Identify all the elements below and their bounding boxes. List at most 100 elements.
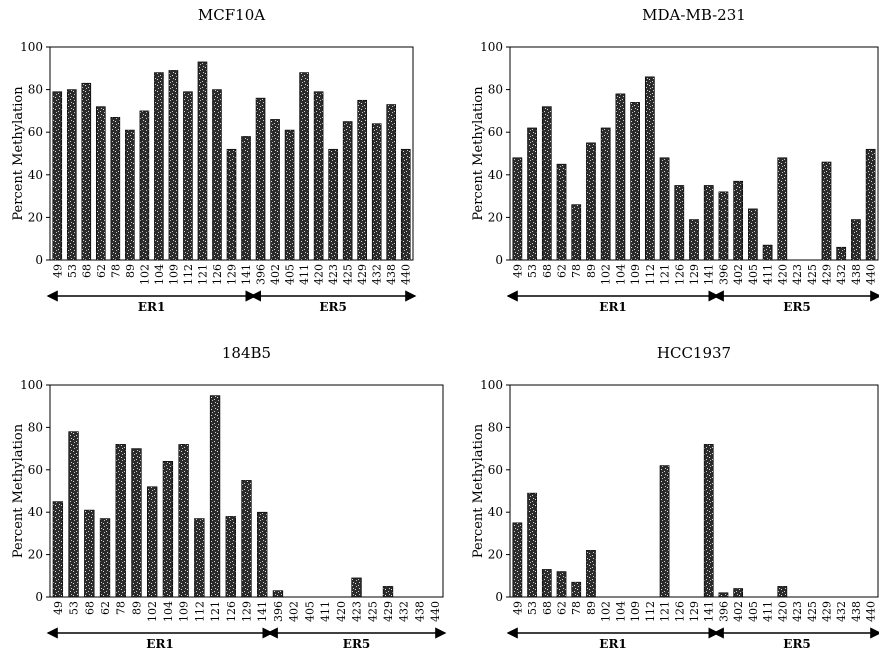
x-category-label: 411 (762, 601, 775, 622)
group-label: ER1 (599, 300, 626, 314)
x-category-label: 425 (342, 264, 355, 285)
x-category-label: 49 (51, 264, 64, 278)
x-category-label: 420 (335, 601, 348, 622)
x-category-label: 104 (614, 264, 627, 285)
group-label: ER5 (343, 637, 370, 650)
x-category-label: 141 (256, 601, 269, 622)
x-category-label: 62 (556, 264, 569, 278)
y-tick-label: 40 (28, 168, 43, 182)
x-category-label: 62 (99, 601, 112, 615)
x-category-label: 89 (585, 264, 598, 278)
bar (299, 72, 309, 261)
bar (226, 148, 237, 261)
y-tick-label: 100 (20, 40, 43, 54)
y-tick-label: 100 (480, 378, 503, 392)
y-tick-label: 80 (488, 420, 503, 434)
x-category-label: 411 (319, 601, 332, 622)
bar (556, 571, 567, 598)
x-category-label: 102 (600, 601, 613, 622)
bar (644, 76, 655, 261)
bar (659, 157, 670, 261)
x-category-label: 68 (80, 264, 93, 278)
y-tick-label: 0 (495, 590, 503, 604)
x-category-label: 121 (196, 264, 209, 285)
x-category-label: 423 (791, 264, 804, 285)
bar (197, 61, 208, 261)
bar (718, 191, 729, 261)
y-tick-label: 60 (488, 463, 503, 477)
x-category-label: 126 (673, 264, 686, 285)
x-category-label: 112 (644, 601, 657, 622)
bar (659, 465, 670, 598)
y-tick-label: 0 (35, 590, 43, 604)
x-category-label: 429 (820, 601, 833, 622)
bar (209, 395, 221, 598)
bar (342, 121, 353, 261)
x-category-label: 425 (806, 264, 819, 285)
bar (257, 511, 268, 598)
x-category-label: 420 (313, 264, 326, 285)
x-category-label: 141 (703, 601, 716, 622)
bar (52, 501, 64, 598)
bar (718, 592, 729, 598)
bar (777, 586, 788, 598)
x-category-label: 440 (400, 264, 413, 285)
bar (272, 590, 284, 598)
bar (147, 486, 158, 598)
x-category-label: 126 (211, 264, 224, 285)
bar (586, 550, 596, 598)
bar (703, 444, 714, 598)
x-category-label: 68 (541, 601, 554, 615)
chart-panel: 184B5 Percent Methylation 0 20 40 60 80 100 49 53… (11, 344, 447, 650)
x-category-label: 126 (673, 601, 686, 622)
chart-title: HCC1937 (657, 344, 731, 362)
x-category-label: 440 (865, 264, 878, 285)
x-category-label: 429 (382, 601, 395, 622)
x-category-label: 89 (585, 601, 598, 615)
bar (586, 142, 596, 261)
x-category-label: 432 (398, 601, 411, 622)
x-category-label: 438 (385, 264, 398, 285)
x-category-label: 423 (351, 601, 364, 622)
bar (255, 97, 266, 261)
x-category-label: 89 (124, 264, 137, 278)
x-category-label: 425 (366, 601, 379, 622)
x-category-label: 396 (717, 601, 730, 622)
group-label: ER1 (599, 637, 626, 650)
x-category-label: 129 (688, 601, 701, 622)
x-category-label: 423 (791, 601, 804, 622)
y-axis-label: Percent Methylation (11, 86, 26, 221)
y-tick-label: 0 (495, 253, 503, 267)
x-category-label: 126 (225, 601, 238, 622)
x-category-label: 405 (747, 601, 760, 622)
bar (865, 148, 876, 261)
chart-title: 184B5 (222, 344, 271, 362)
x-category-label: 112 (182, 264, 195, 285)
x-category-label: 129 (226, 264, 239, 285)
bar (541, 569, 552, 598)
y-tick-label: 20 (488, 548, 503, 562)
x-category-label: 112 (644, 264, 657, 285)
bar (110, 116, 121, 261)
x-category-label: 405 (284, 264, 297, 285)
x-category-label: 121 (659, 601, 672, 622)
x-category-label: 402 (732, 601, 745, 622)
x-category-label: 425 (806, 601, 819, 622)
x-category-label: 121 (209, 601, 222, 622)
bar (154, 72, 164, 261)
bar (225, 516, 236, 598)
x-category-label: 129 (688, 264, 701, 285)
x-category-label: 53 (526, 601, 539, 615)
x-category-label: 102 (600, 264, 613, 285)
x-category-label: 432 (835, 601, 848, 622)
bar (183, 91, 193, 261)
x-category-label: 141 (240, 264, 253, 285)
y-tick-label: 60 (28, 125, 43, 139)
x-category-label: 141 (703, 264, 716, 285)
x-category-label: 68 (83, 601, 96, 615)
x-category-label: 411 (298, 264, 311, 285)
bar (777, 157, 788, 261)
chart-panel: MDA-MB-231 Percent Methylation 0 20 40 60 80 10… (471, 6, 879, 314)
x-category-label: 440 (429, 601, 442, 622)
bar (194, 518, 205, 598)
